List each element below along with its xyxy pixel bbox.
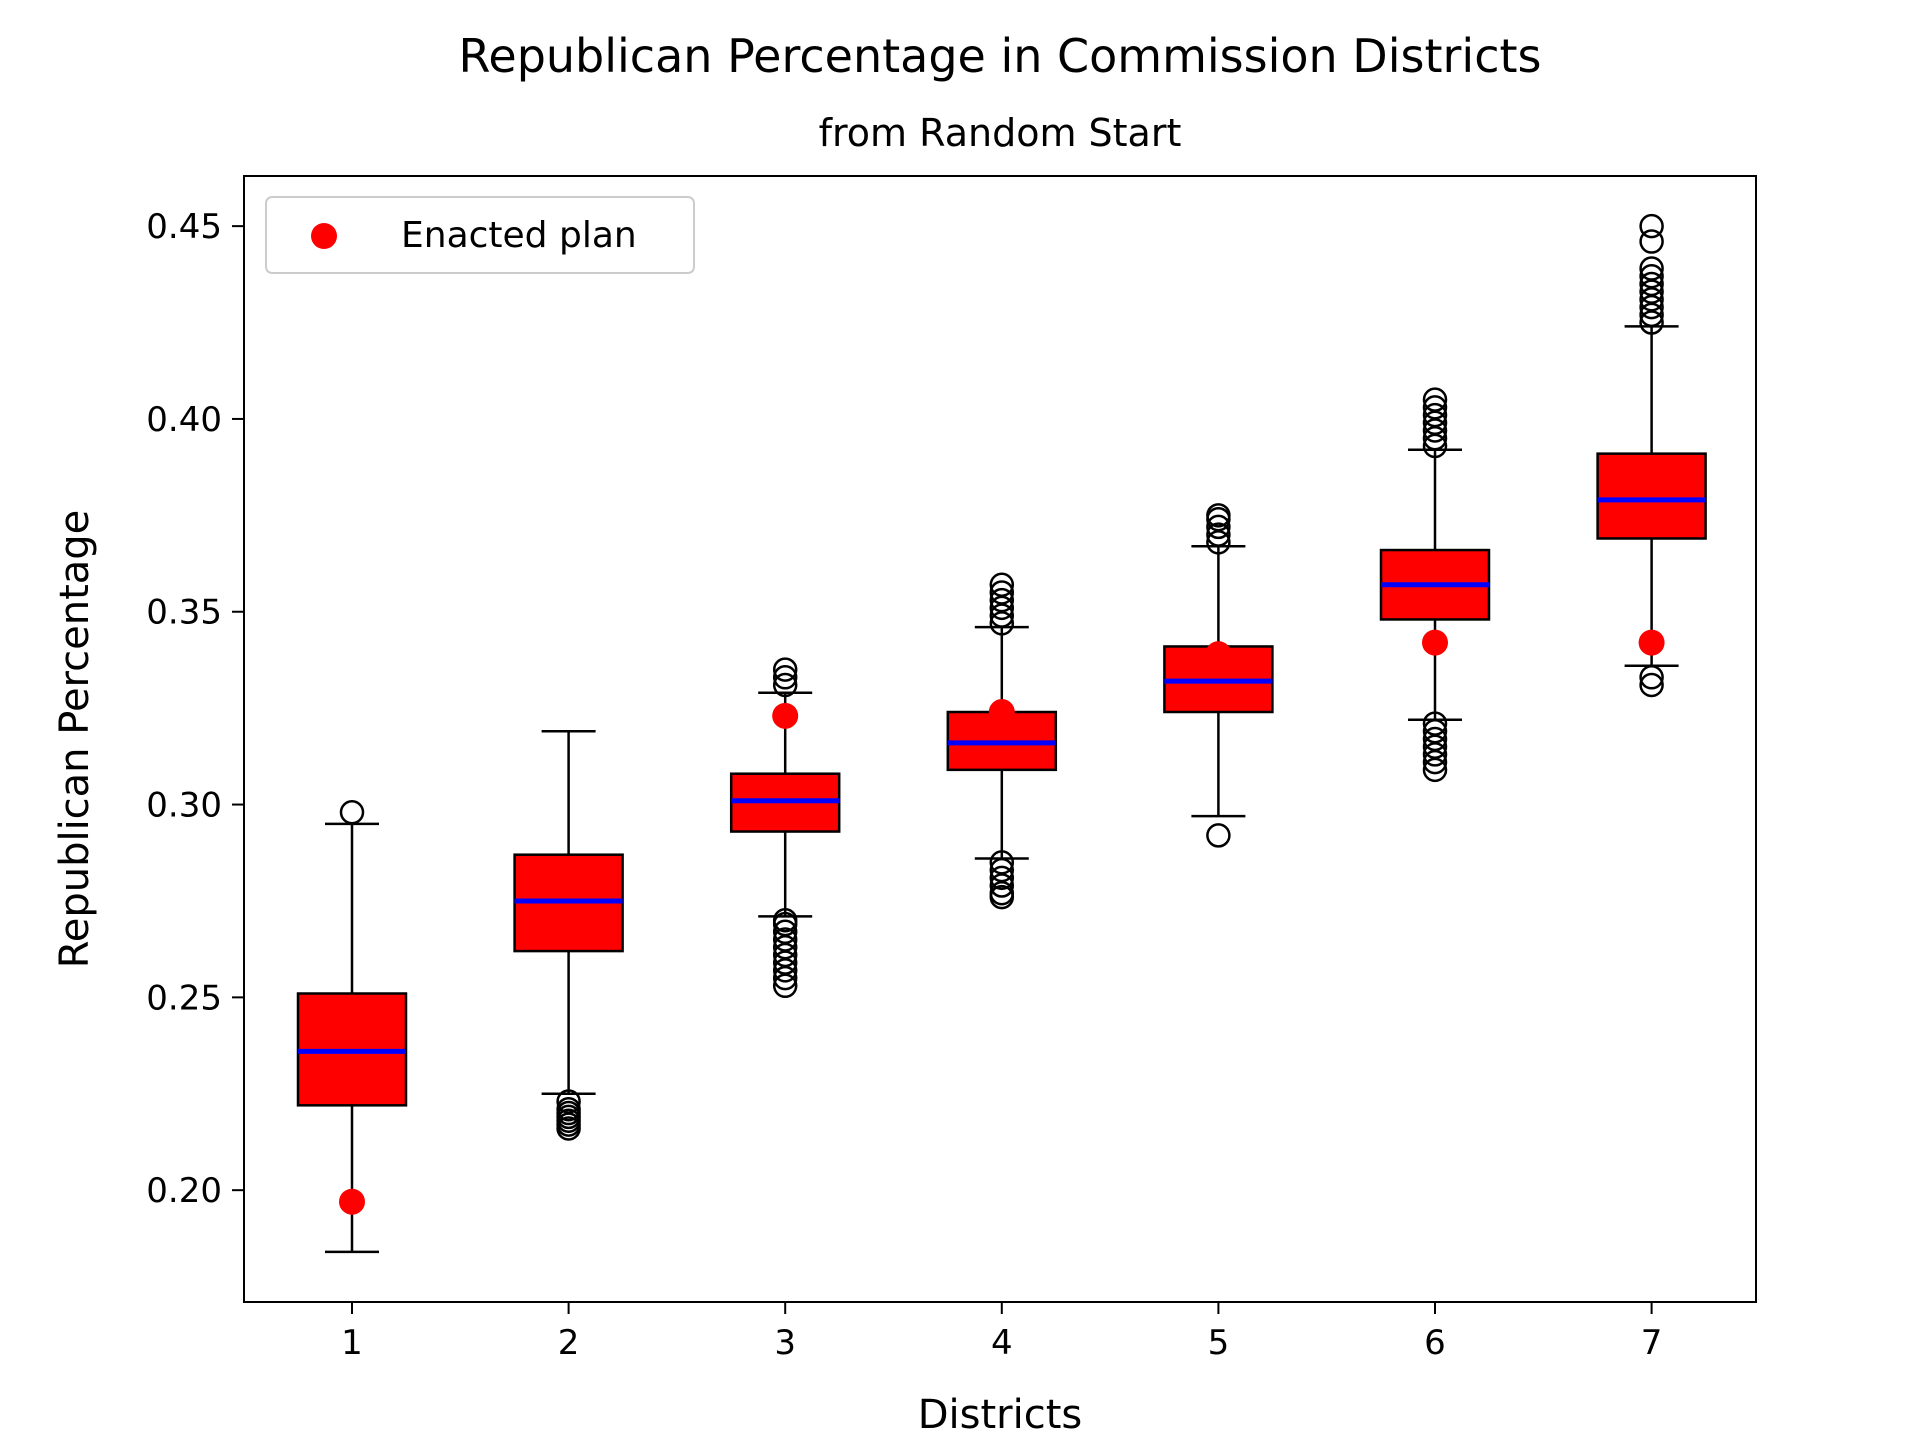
box-district-4 xyxy=(946,572,1058,910)
y-tick-label: 0.30 xyxy=(146,786,222,826)
x-tick-label: 6 xyxy=(1424,1323,1446,1363)
box-district-7 xyxy=(1596,213,1707,698)
legend-enacted-marker xyxy=(311,223,337,249)
y-tick-label: 0.25 xyxy=(146,978,222,1018)
outlier-point xyxy=(339,800,365,825)
outlier-point xyxy=(1422,395,1448,420)
outlier-point xyxy=(1422,387,1448,412)
enacted-plan-point xyxy=(339,1188,365,1215)
enacted-plan-point xyxy=(988,699,1015,726)
outlier-point xyxy=(1206,503,1231,528)
outlier-point xyxy=(989,572,1015,598)
outlier-point xyxy=(1639,229,1664,254)
legend: Enacted plan xyxy=(265,196,695,274)
outlier-point xyxy=(1639,213,1664,239)
x-tick-label: 5 xyxy=(1208,1323,1230,1363)
outlier-point xyxy=(989,587,1015,613)
box-district-5 xyxy=(1163,503,1274,848)
outlier-point xyxy=(772,919,798,945)
y-tick-label: 0.35 xyxy=(146,593,222,633)
outlier-point xyxy=(772,927,798,952)
plot-layer xyxy=(296,213,1707,1254)
iqr-box xyxy=(1596,452,1707,540)
y-tick-label: 0.40 xyxy=(146,400,222,440)
x-tick-label: 1 xyxy=(341,1323,363,1363)
axes-layer: 0.20 0.25 0.30 0.35 0.40 0.45 1 2 3 4 5 6 7 xyxy=(146,207,1662,1363)
outlier-point xyxy=(1422,402,1448,428)
outlier-point xyxy=(556,1089,581,1114)
outlier-point xyxy=(1639,264,1664,289)
chart-title: Republican Percentage in Commission Dist… xyxy=(459,29,1542,83)
plot-frame xyxy=(243,175,1757,1303)
outlier-point xyxy=(556,1096,581,1122)
enacted-plan-point xyxy=(1638,629,1665,656)
outlier-point xyxy=(1639,672,1664,698)
box-district-1 xyxy=(296,800,408,1254)
outlier-point xyxy=(1206,823,1231,848)
outlier-point xyxy=(1639,665,1664,690)
outlier-point xyxy=(772,672,798,698)
x-tick-label: 3 xyxy=(774,1323,796,1363)
legend-enacted-label: Enacted plan xyxy=(401,215,637,256)
x-tick-label: 4 xyxy=(991,1323,1013,1363)
x-axis-label: Districts xyxy=(918,1392,1083,1438)
box-district-2 xyxy=(513,730,624,1141)
outlier-point xyxy=(1422,711,1448,736)
outlier-point xyxy=(989,857,1015,883)
x-tick-label: 2 xyxy=(558,1323,580,1363)
outlier-point xyxy=(1206,514,1231,540)
outlier-point xyxy=(1639,256,1664,281)
enacted-plan-point xyxy=(1422,629,1448,656)
enacted-plan-point xyxy=(772,702,799,729)
outlier-point xyxy=(772,907,798,933)
enacted-plan-point xyxy=(1205,641,1232,668)
legend-frame xyxy=(265,196,695,274)
chart-subtitle: from Random Start xyxy=(819,111,1182,155)
box-district-3 xyxy=(729,657,841,999)
y-tick-label: 0.20 xyxy=(146,1171,222,1211)
outlier-point xyxy=(1206,522,1231,547)
x-tick-label: 7 xyxy=(1641,1323,1663,1363)
outlier-point xyxy=(1422,726,1448,752)
outlier-point xyxy=(772,665,798,690)
y-tick-label: 0.45 xyxy=(146,207,222,247)
outlier-point xyxy=(989,850,1015,875)
outlier-point xyxy=(989,580,1015,605)
box-district-6 xyxy=(1379,387,1491,783)
outlier-point xyxy=(1422,719,1448,744)
outlier-point xyxy=(772,657,798,682)
outlier-point xyxy=(989,865,1015,891)
y-axis-label: Republican Percentage xyxy=(52,510,98,969)
outlier-point xyxy=(1639,271,1664,297)
